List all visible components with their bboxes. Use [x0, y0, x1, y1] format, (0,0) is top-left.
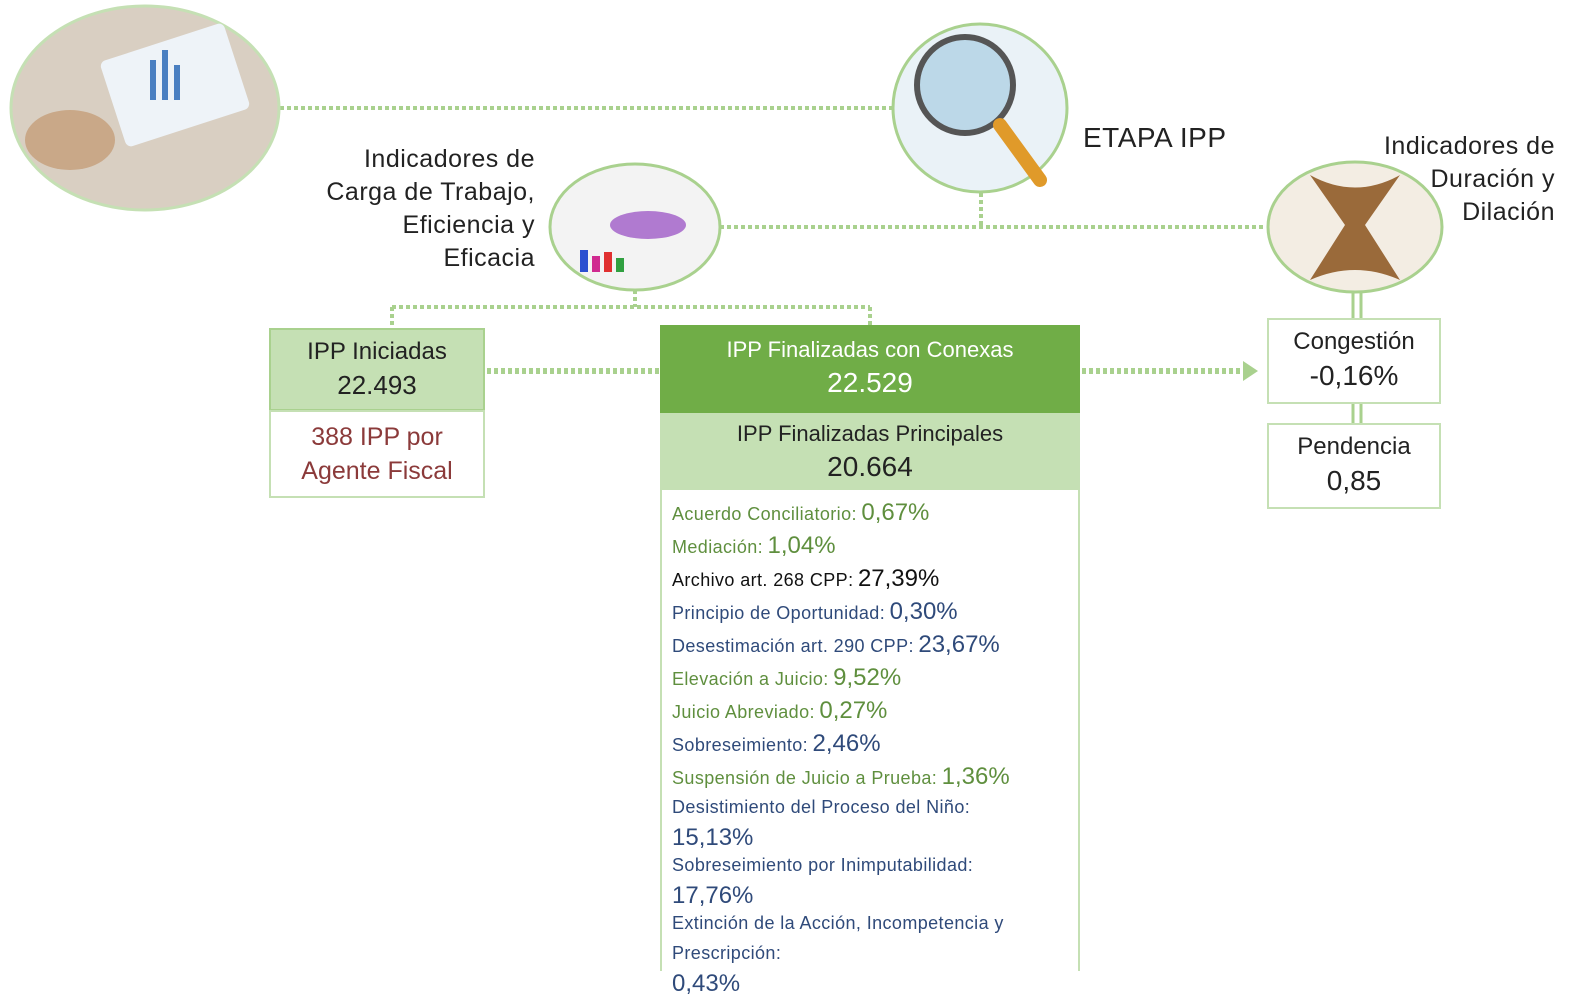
breakdown-item: Desestimación art. 290 CPP: 23,67%: [672, 628, 1078, 661]
box-value: 22.529: [827, 367, 913, 398]
stage-title: ETAPA IPP: [1083, 122, 1227, 153]
item-label: Sobreseimiento por Inimputabilidad:: [672, 855, 974, 875]
workload-label: Indicadores de Carga de Trabajo, Eficien…: [326, 143, 535, 275]
label-line: Dilación: [1462, 198, 1555, 226]
item-label: Acuerdo Conciliatorio:: [672, 504, 857, 524]
item-label: Desistimiento del Proceso del Niño:: [672, 797, 971, 817]
breakdown-item: Suspensión de Juicio a Prueba: 1,36%: [672, 760, 1078, 793]
label-line: Eficiencia y: [402, 211, 535, 239]
item-value: 0,27%: [819, 697, 888, 724]
item-label: Suspensión de Juicio a Prueba:: [672, 768, 938, 788]
item-value: 23,67%: [918, 631, 1000, 658]
item-label: Mediación:: [672, 537, 764, 557]
item-value: 1,36%: [941, 763, 1010, 790]
item-value: 0,30%: [889, 598, 958, 625]
box-value: -0,16%: [1309, 360, 1399, 391]
box-value: 22.493: [337, 370, 417, 400]
box-title: IPP Finalizadas Principales: [736, 421, 1004, 446]
breakdown-item: Elevación a Juicio: 9,52%: [672, 661, 1078, 694]
item-value: 2,46%: [812, 730, 881, 757]
initiated-box: IPP Iniciadas 22.493: [269, 328, 485, 411]
page: {"stage_title": "ETAPA IPP", "workload_l…: [9, 4, 1555, 997]
congestion-box: Congestión -0,16%: [1267, 318, 1441, 404]
label-line: Eficacia: [443, 244, 535, 272]
item-label: Archivo art. 268 CPP:: [672, 570, 854, 590]
connectors: [9, 4, 1444, 423]
box-title: IPP Iniciadas: [307, 338, 447, 365]
item-value: 17,76%: [672, 882, 754, 909]
box-value: 0,85: [1326, 465, 1382, 496]
item-label: Elevación a Juicio:: [672, 669, 829, 689]
item-label: Principio de Oportunidad:: [672, 603, 886, 623]
box-title: IPP Finalizadas con Conexas: [726, 337, 1014, 362]
label-line: Carga de Trabajo,: [326, 178, 535, 206]
breakdown-item: Principio de Oportunidad: 0,30%: [672, 595, 1078, 628]
breakdown-item: Desistimiento del Proceso del Niño: 15,1…: [672, 793, 1078, 851]
breakdown-item: Acuerdo Conciliatorio: 0,67%: [672, 496, 1078, 529]
duration-label: Indicadores de Duración y Dilación: [1384, 130, 1555, 229]
item-label: Extinción de la Acción, Incompetencia y …: [672, 913, 1004, 963]
pending-box: Pendencia 0,85: [1267, 423, 1441, 509]
item-label: Sobreseimiento:: [672, 735, 809, 755]
breakdown-item: Juicio Abreviado: 0,27%: [672, 694, 1078, 727]
box-title: Congestión: [1293, 328, 1415, 355]
per-agent-box: 388 IPP por Agente Fiscal: [269, 410, 485, 498]
item-label: Desestimación art. 290 CPP:: [672, 636, 914, 656]
label-line: Indicadores de: [1383, 132, 1555, 160]
box-value: 20.664: [827, 451, 913, 482]
item-value: 27,39%: [857, 565, 940, 592]
item-value: 0,43%: [672, 970, 741, 997]
label-line: Duración y: [1430, 165, 1555, 193]
finalized-related-box: IPP Finalizadas con Conexas 22.529: [660, 325, 1080, 413]
item-label: Juicio Abreviado:: [672, 702, 815, 722]
item-value: 15,13%: [672, 824, 754, 851]
breakdown-item: Sobreseimiento por Inimputabilidad: 17,7…: [672, 851, 1078, 909]
finalized-main-box: IPP Finalizadas Principales 20.664: [660, 413, 1080, 490]
breakdown-item: Extinción de la Acción, Incompetencia y …: [672, 909, 1078, 997]
item-value: 0,67%: [861, 499, 930, 526]
per-agent-line: 388 IPP por: [311, 423, 443, 451]
breakdown-item: Sobreseimiento: 2,46%: [672, 727, 1078, 760]
item-value: 1,04%: [767, 532, 836, 559]
item-value: 9,52%: [833, 664, 902, 691]
label-line: Indicadores de: [363, 145, 535, 173]
breakdown-item: Mediación: 1,04%: [672, 529, 1078, 562]
breakdown-list: Acuerdo Conciliatorio: 0,67% Mediación: 1…: [660, 490, 1080, 997]
breakdown-item: Archivo art. 268 CPP: 27,39%: [672, 562, 1078, 595]
box-title: Pendencia: [1297, 433, 1411, 460]
per-agent-line: Agente Fiscal: [301, 457, 453, 485]
